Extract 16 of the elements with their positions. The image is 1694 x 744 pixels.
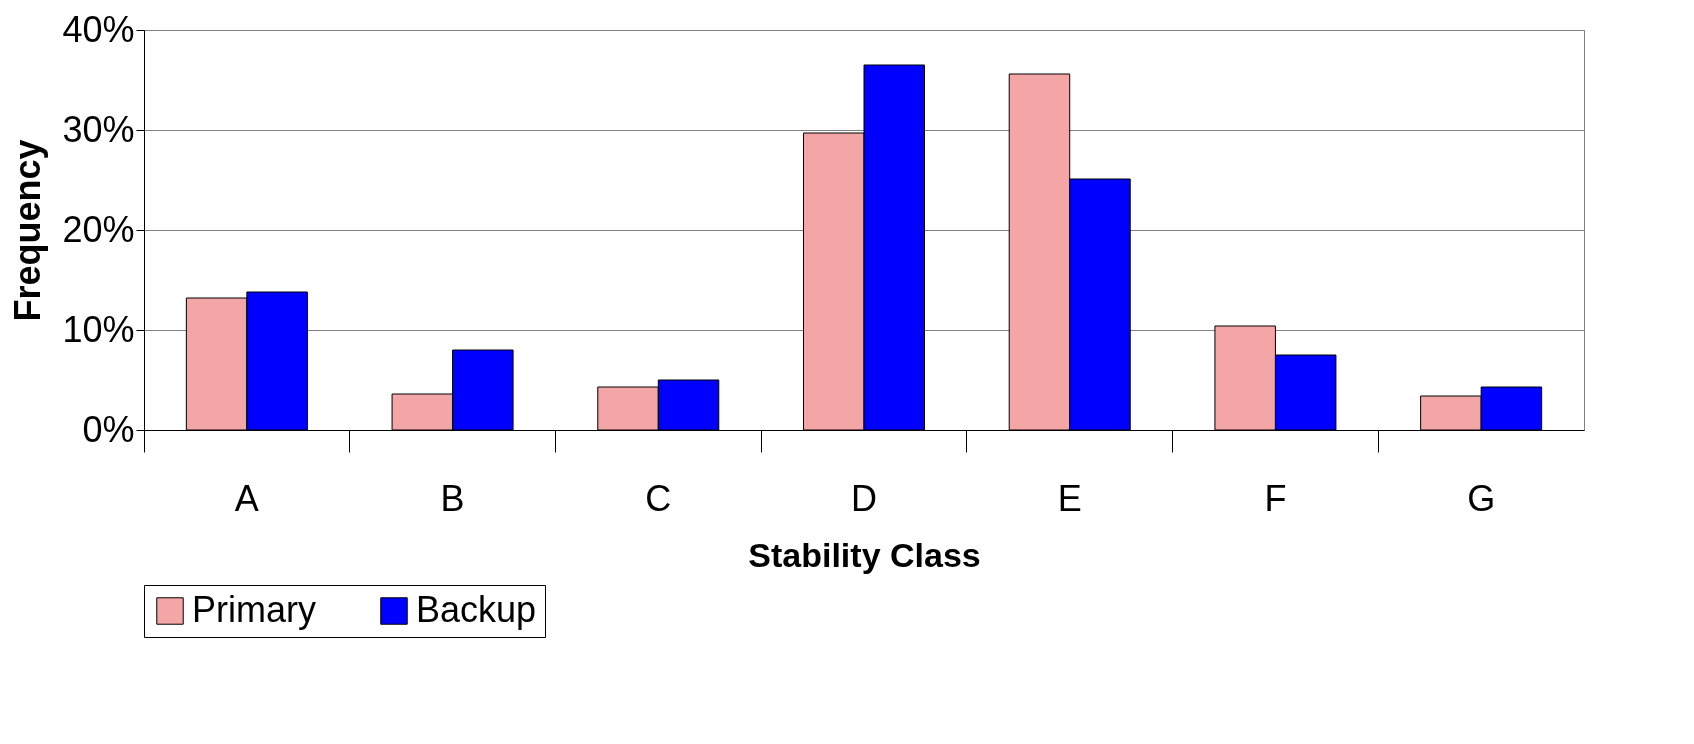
y-tick-label: 20% — [62, 208, 135, 250]
y-axis-title: Frequency — [7, 139, 49, 322]
x-tick-label: B — [440, 477, 465, 519]
x-tick-label: A — [234, 477, 259, 519]
x-tick-label: E — [1057, 477, 1082, 519]
x-axis-title: Stability Class — [748, 535, 981, 574]
y-tick-label: 10% — [62, 308, 135, 350]
x-tick-label: C — [645, 477, 672, 519]
x-tick-label: G — [1467, 477, 1496, 519]
x-tick-label: F — [1264, 477, 1287, 519]
x-tick-label: D — [851, 477, 877, 519]
y-tick-label: 0% — [82, 408, 135, 450]
y-tick-label: 30% — [62, 108, 135, 150]
legend-label: Backup — [416, 589, 537, 630]
y-tick-label: 40% — [62, 8, 135, 50]
legend-label: Primary — [192, 589, 316, 630]
